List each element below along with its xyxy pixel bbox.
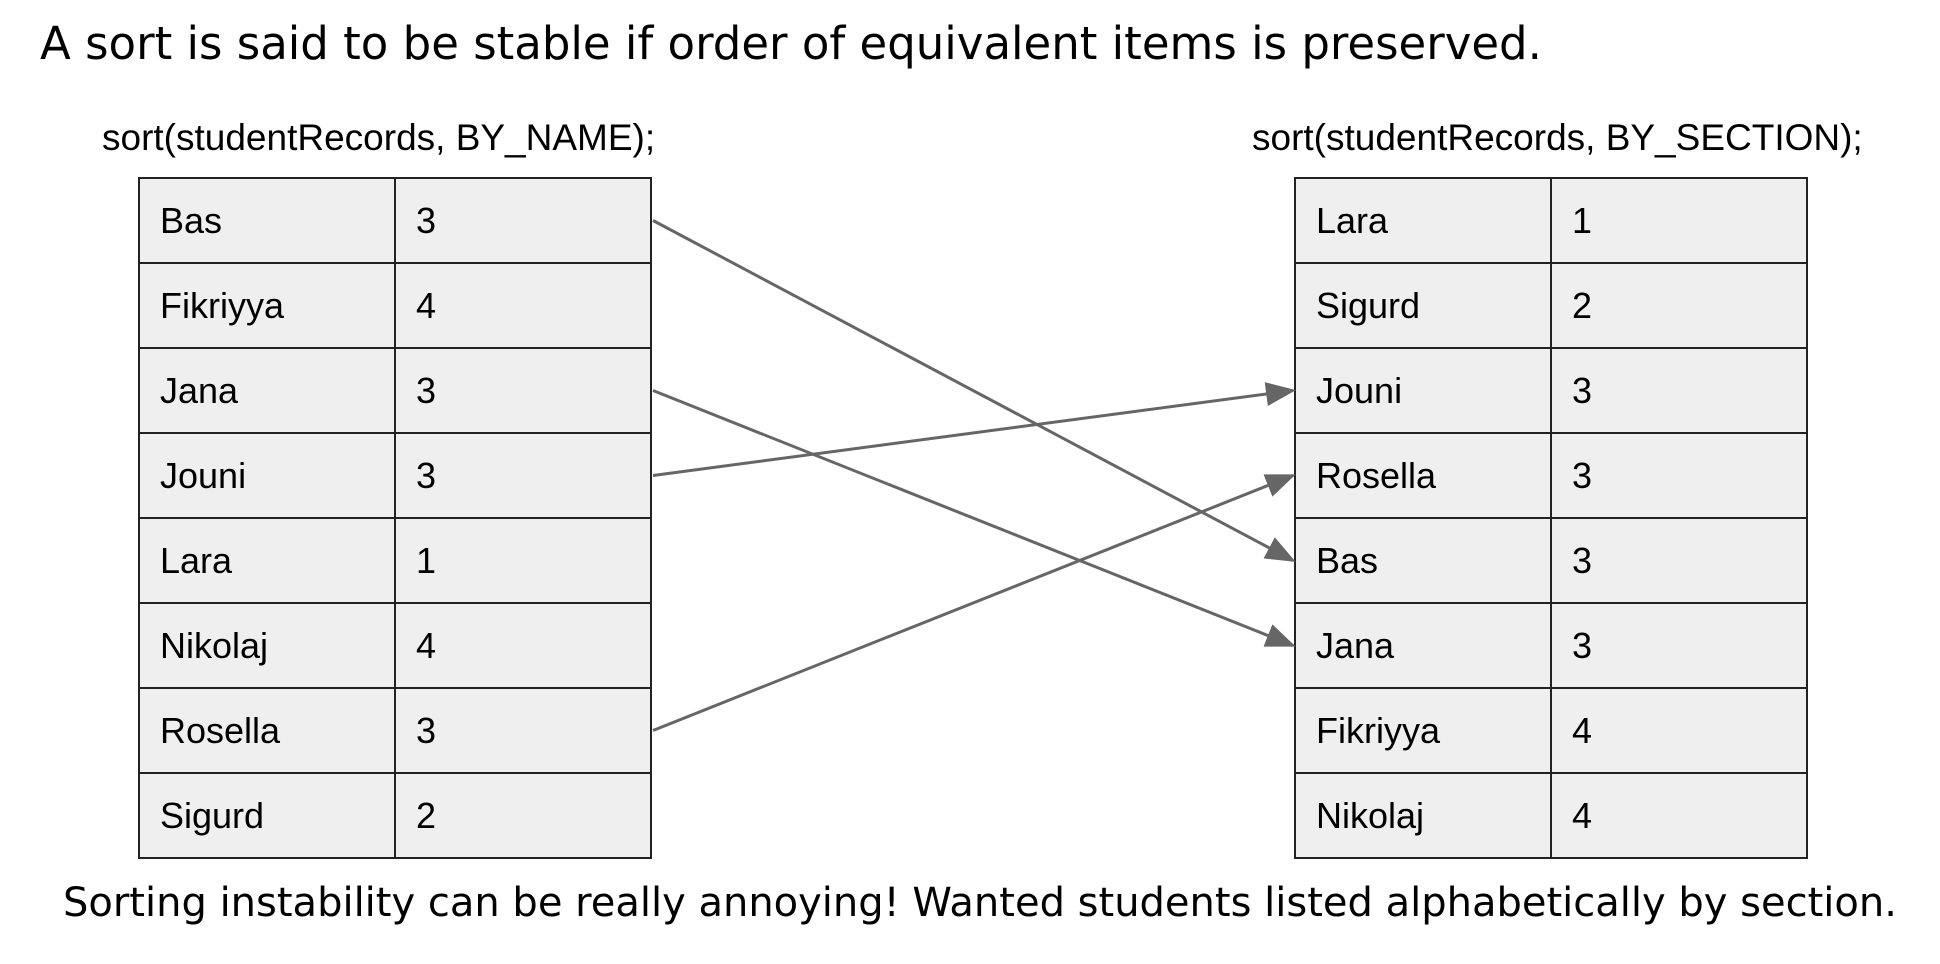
headline: A sort is said to be stable if order of … bbox=[40, 17, 1542, 70]
section-cell: 3 bbox=[394, 177, 652, 264]
table-row: Bas 3 bbox=[1294, 517, 1808, 604]
section-cell: 4 bbox=[394, 602, 652, 689]
table-row: Sigurd 2 bbox=[138, 772, 652, 859]
left-records-table: Bas 3 Fikriyya 4 Jana 3 Jouni 3 Lara 1 N… bbox=[138, 177, 652, 859]
name-cell: Nikolaj bbox=[138, 602, 396, 689]
mapping-arrow bbox=[652, 474, 1296, 732]
table-row: Nikolaj 4 bbox=[138, 602, 652, 689]
name-cell: Jouni bbox=[1294, 347, 1552, 434]
table-row: Lara 1 bbox=[138, 517, 652, 604]
section-cell: 3 bbox=[1550, 602, 1808, 689]
name-cell: Lara bbox=[1294, 177, 1552, 264]
table-row: Rosella 3 bbox=[138, 687, 652, 774]
name-cell: Bas bbox=[138, 177, 396, 264]
name-cell: Rosella bbox=[138, 687, 396, 774]
footer-caption: Sorting instability can be really annoyi… bbox=[63, 880, 1897, 926]
section-cell: 3 bbox=[1550, 347, 1808, 434]
section-cell: 1 bbox=[1550, 177, 1808, 264]
section-cell: 4 bbox=[1550, 772, 1808, 859]
name-cell: Sigurd bbox=[138, 772, 396, 859]
section-cell: 3 bbox=[1550, 432, 1808, 519]
mapping-arrow bbox=[652, 389, 1296, 647]
section-cell: 1 bbox=[394, 517, 652, 604]
name-cell: Jana bbox=[1294, 602, 1552, 689]
left-sort-label: sort(studentRecords, BY_NAME); bbox=[102, 117, 656, 158]
table-row: Fikriyya 4 bbox=[138, 262, 652, 349]
section-cell: 3 bbox=[394, 347, 652, 434]
section-cell: 4 bbox=[1550, 687, 1808, 774]
mapping-arrow bbox=[652, 219, 1296, 562]
table-row: Lara 1 bbox=[1294, 177, 1808, 264]
name-cell: Nikolaj bbox=[1294, 772, 1552, 859]
table-row: Nikolaj 4 bbox=[1294, 772, 1808, 859]
section-cell: 2 bbox=[1550, 262, 1808, 349]
table-row: Jouni 3 bbox=[1294, 347, 1808, 434]
name-cell: Lara bbox=[138, 517, 396, 604]
table-row: Jouni 3 bbox=[138, 432, 652, 519]
table-row: Sigurd 2 bbox=[1294, 262, 1808, 349]
table-row: Jana 3 bbox=[138, 347, 652, 434]
mapping-arrow bbox=[652, 382, 1296, 477]
name-cell: Fikriyya bbox=[1294, 687, 1552, 774]
name-cell: Rosella bbox=[1294, 432, 1552, 519]
name-cell: Jouni bbox=[138, 432, 396, 519]
table-row: Rosella 3 bbox=[1294, 432, 1808, 519]
right-sort-label: sort(studentRecords, BY_SECTION); bbox=[1252, 117, 1863, 158]
name-cell: Fikriyya bbox=[138, 262, 396, 349]
section-cell: 3 bbox=[394, 432, 652, 519]
name-cell: Sigurd bbox=[1294, 262, 1552, 349]
section-cell: 3 bbox=[1550, 517, 1808, 604]
table-row: Bas 3 bbox=[138, 177, 652, 264]
section-cell: 2 bbox=[394, 772, 652, 859]
name-cell: Bas bbox=[1294, 517, 1552, 604]
right-records-table: Lara 1 Sigurd 2 Jouni 3 Rosella 3 Bas 3 … bbox=[1294, 177, 1808, 859]
section-cell: 3 bbox=[394, 687, 652, 774]
name-cell: Jana bbox=[138, 347, 396, 434]
section-cell: 4 bbox=[394, 262, 652, 349]
table-row: Jana 3 bbox=[1294, 602, 1808, 689]
table-row: Fikriyya 4 bbox=[1294, 687, 1808, 774]
